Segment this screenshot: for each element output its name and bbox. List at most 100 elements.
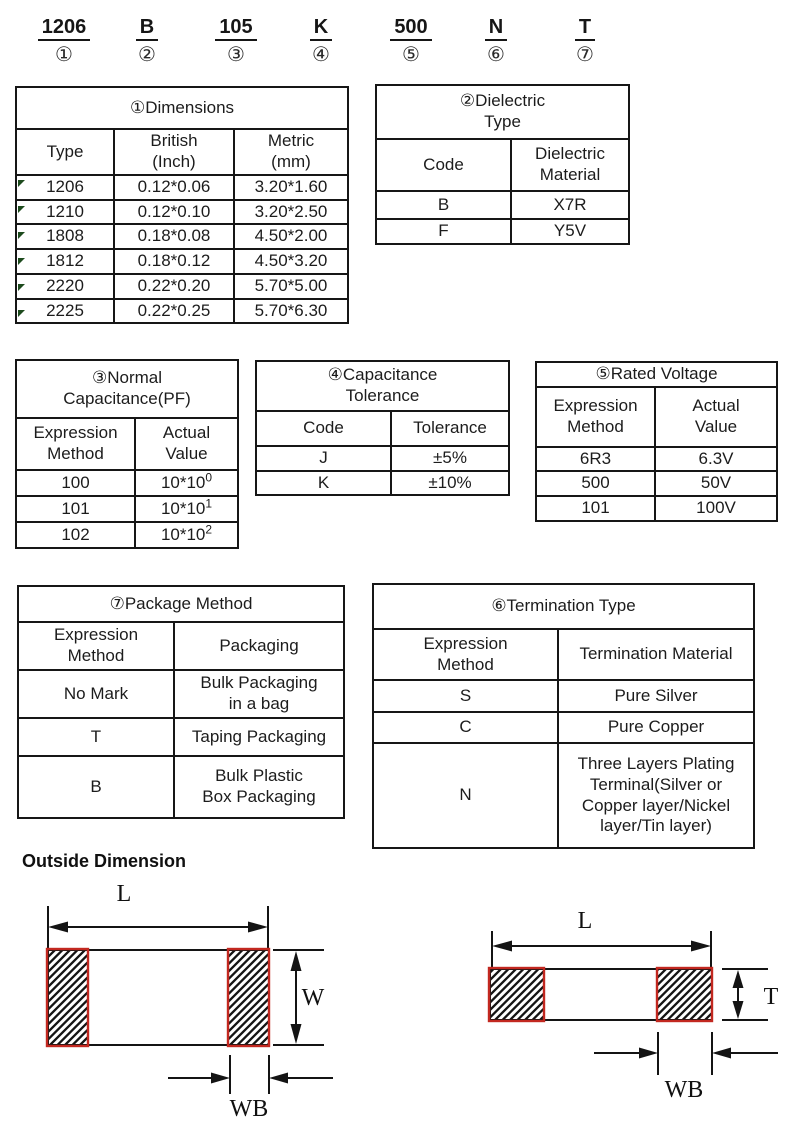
arrowhead [492,940,512,952]
table-row: F Y5V [375,218,630,245]
width-dimension-label: W [302,985,325,1011]
cell: T [17,717,175,757]
cell: 1210 [15,198,115,226]
cell: X7R [510,190,630,220]
band-dimension-label: WB [230,1096,269,1122]
column-header: Code [375,138,512,192]
column-header: Type [15,128,115,176]
part-code-marker: ④ [312,44,330,66]
arrowhead [269,1072,288,1084]
arrowhead [290,951,302,971]
termination-cap-left [487,966,546,1023]
cell-corner-mark [18,284,25,291]
cell: F [375,218,512,245]
cell: 1808 [15,223,115,251]
cell: 500 [535,470,656,498]
table-row: B X7R [375,190,630,220]
termination-cap-right [655,966,714,1023]
outside-dimension-heading: Outside Dimension [22,851,187,871]
column-header: Dielectric Material [510,138,630,192]
cell: 101 [535,495,656,522]
table-row: B Bulk Plastic Box Packaging [17,755,346,819]
table-row: 6R3 6.3V [535,445,779,473]
table-row: ③Normal Capacitance(PF) [15,359,239,419]
table-title: ④Capacitance Tolerance [255,360,510,412]
table-termination-type: ⑥Termination Type Expression Method Term… [371,583,756,849]
table-row: ④Capacitance Tolerance [255,360,510,412]
table-title: ②Dielectric Type [375,84,630,140]
cell-corner-mark [18,310,25,317]
table-row: N Three Layers Plating Terminal(Silver o… [372,742,756,849]
value-base: 10*10 [160,524,206,544]
table-row: C Pure Copper [372,711,756,744]
part-code-value: K [309,16,333,41]
table-row: Code Dielectric Material [375,138,630,192]
part-code-value: B [135,16,159,41]
column-header: Code [255,410,392,447]
table-row: Expression Method Actual Value [15,417,239,471]
table-row: ⑤Rated Voltage [534,361,779,388]
part-code-value: N [484,16,508,41]
table-row: ⑥Termination Type [371,583,756,630]
table-row: K ±10% [255,469,510,497]
cell: 6R3 [535,445,656,473]
length-dimension-label: L [117,881,132,907]
cell: 102 [15,521,136,549]
cell: 6.3V [653,445,779,473]
cell: 5.70*6.30 [233,297,349,325]
table-row: 500 50V [535,470,779,498]
part-code-marker: ⑦ [576,44,594,66]
cell: 10*101 [134,495,239,523]
table-row: No Mark Bulk Packaging in a bag [17,669,346,719]
table-title: ⑦Package Method [16,585,346,623]
cell: B [375,190,512,220]
cell: 0.18*0.12 [113,248,235,275]
part-code-segment: N ⑥ [451,16,541,65]
cell: 0.12*0.06 [113,174,235,201]
column-header: Actual Value [134,417,239,471]
arrowhead [290,1024,302,1044]
cell: Pure Silver [556,679,756,713]
part-code-segment: T ⑦ [540,16,630,65]
cell: Pure Copper [556,711,756,744]
table-row: 101 100V [535,495,779,522]
cell: 1812 [15,248,115,275]
column-header: Metric (mm) [233,128,349,176]
table-row: ①Dimensions [15,86,349,130]
outside-dimension-diagrams: L W WB L [45,881,779,1122]
cell: 101 [15,495,136,523]
cell: Three Layers Plating Terminal(Silver or … [556,742,756,849]
cell-corner-mark [18,232,25,239]
column-header: Expression Method [372,628,559,681]
part-code-marker: ⑤ [402,44,420,66]
table-title: ①Dimensions [15,86,349,130]
thickness-dimension-label: T [764,984,779,1010]
cell: C [372,711,559,744]
cell: 4.50*3.20 [233,248,349,275]
table-row: Expression Method Packaging [17,621,346,671]
cell: 1206 [15,174,115,201]
chip-side-view-diagram: L T WB [487,908,779,1103]
column-header: Tolerance [390,410,510,447]
cell: ±10% [390,469,510,497]
cell: 100 [15,469,136,497]
arrowhead [248,921,268,933]
length-dimension-label: L [578,908,593,934]
table-row: 1206 0.12*0.06 3.20*1.60 [15,174,349,201]
part-code-segment: K ④ [276,16,366,65]
part-code-segment: 500 ⑤ [366,16,456,65]
table-row: 1812 0.18*0.12 4.50*3.20 [15,248,349,275]
cell: 10*102 [134,521,239,549]
part-code-segment: 1206 ① [19,16,109,65]
cell: J [255,445,392,472]
table-dielectric-type: ②Dielectric Type Code Dielectric Materia… [375,84,630,245]
arrowhead [211,1072,230,1084]
cell: 5.70*5.00 [233,272,349,300]
table-row: 1210 0.12*0.10 3.20*2.50 [15,198,349,226]
part-code-segment: B ② [102,16,192,65]
cell: 3.20*1.60 [233,174,349,201]
table-row: J ±5% [255,445,510,472]
cell: Bulk Plastic Box Packaging [172,755,346,819]
value-base: 10*10 [160,472,206,492]
table-title: ⑤Rated Voltage [534,361,779,388]
